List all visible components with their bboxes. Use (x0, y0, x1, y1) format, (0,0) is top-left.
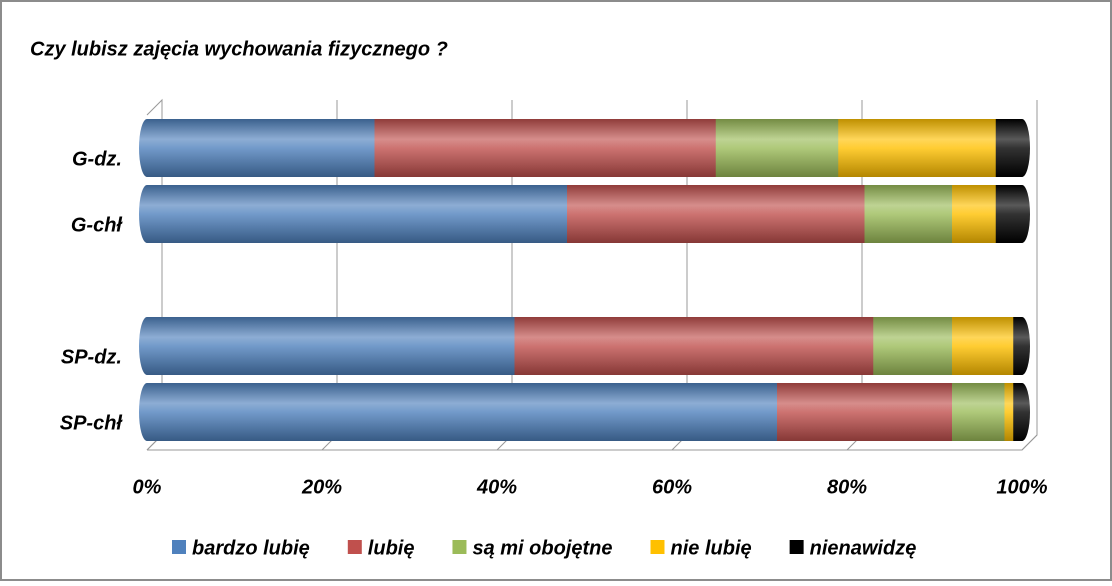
y-tick-label: SP-dz. (61, 346, 122, 368)
bar-segment (838, 119, 996, 177)
bar-segment (514, 317, 874, 375)
bar-segment (147, 317, 515, 375)
y-tick-label: SP-chł (60, 412, 124, 434)
legend-swatch (452, 540, 467, 554)
y-tick-label: G-chł (71, 214, 124, 236)
legend-label: bardzo lubię (192, 537, 310, 559)
legend-label: nienawidzę (810, 537, 917, 559)
y-tick-label: G-dz. (72, 148, 122, 170)
bar-cap (1014, 119, 1030, 177)
x-tick-label: 60% (652, 476, 692, 498)
chart-title: Czy lubisz zajęcia wychowania fizycznego… (30, 38, 448, 60)
legend-swatch (172, 540, 186, 554)
bar-segment (147, 383, 777, 441)
bar-segment (873, 317, 952, 375)
bar-segment (777, 383, 952, 441)
x-tick-label: 0% (133, 476, 162, 498)
bar-segment (147, 185, 567, 243)
legend-swatch (347, 540, 362, 554)
x-tick-label: 80% (827, 476, 867, 498)
bar-cap (1014, 185, 1030, 243)
legend-label: są mi obojętne (472, 537, 612, 559)
legend-label: nie lubię (671, 537, 752, 559)
grid-line (1021, 100, 1038, 451)
bar-segment (715, 119, 839, 177)
bar-segment (864, 185, 952, 243)
bar-segment (952, 383, 1005, 441)
bar-segment (147, 119, 375, 177)
bar-segment (952, 317, 1014, 375)
bar-cap (1014, 317, 1030, 375)
x-tick-label: 40% (476, 476, 517, 498)
bar-segment (567, 185, 865, 243)
bar-segment (374, 119, 716, 177)
x-tick-label: 20% (301, 476, 342, 498)
x-tick-label: 100% (996, 476, 1047, 498)
legend-swatch (650, 540, 665, 554)
legend-swatch (789, 540, 804, 554)
legend-label: lubię (368, 537, 415, 559)
bar-cap (1014, 383, 1030, 441)
